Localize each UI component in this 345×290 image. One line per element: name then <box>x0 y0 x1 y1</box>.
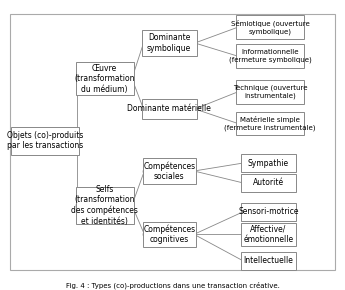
FancyBboxPatch shape <box>142 99 197 119</box>
FancyBboxPatch shape <box>236 15 304 39</box>
Text: Dominante matérielle: Dominante matérielle <box>127 104 211 113</box>
FancyBboxPatch shape <box>236 80 304 104</box>
Text: Dominante
symbolique: Dominante symbolique <box>147 33 191 53</box>
FancyBboxPatch shape <box>241 223 296 246</box>
FancyBboxPatch shape <box>236 44 304 68</box>
FancyBboxPatch shape <box>76 187 134 224</box>
FancyBboxPatch shape <box>241 174 296 192</box>
Text: Œuvre
(transformation
du médium): Œuvre (transformation du médium) <box>75 64 135 94</box>
FancyBboxPatch shape <box>236 112 304 135</box>
Text: Affective/
émotionnelle: Affective/ émotionnelle <box>244 225 294 244</box>
Text: Objets (co)-produits
par les transactions: Objets (co)-produits par les transaction… <box>7 131 83 150</box>
FancyBboxPatch shape <box>11 127 79 155</box>
Text: Compétences
sociales: Compétences sociales <box>143 161 195 181</box>
FancyBboxPatch shape <box>76 62 134 95</box>
FancyBboxPatch shape <box>143 158 196 184</box>
Text: Compétences
cognitives: Compétences cognitives <box>143 224 195 244</box>
Text: Sémiotique (ouverture
symbolique): Sémiotique (ouverture symbolique) <box>231 20 309 35</box>
Text: Selfs
(transformation
des compétences
et identités): Selfs (transformation des compétences et… <box>71 185 138 226</box>
Text: Technique (ouverture
instrumentale): Technique (ouverture instrumentale) <box>233 85 307 99</box>
Text: Sympathie: Sympathie <box>248 159 289 168</box>
Text: Matérielle simple
(fermeture instrumentale): Matérielle simple (fermeture instrumenta… <box>225 116 316 131</box>
Text: Informationnelle
(fermeture symbolique): Informationnelle (fermeture symbolique) <box>229 50 312 63</box>
FancyBboxPatch shape <box>241 154 296 172</box>
FancyBboxPatch shape <box>241 252 296 270</box>
FancyBboxPatch shape <box>142 30 197 56</box>
Text: Sensori-motrice: Sensori-motrice <box>238 207 299 216</box>
FancyBboxPatch shape <box>143 222 196 247</box>
Text: Intellectuelle: Intellectuelle <box>244 256 294 265</box>
FancyBboxPatch shape <box>241 203 296 221</box>
Text: Fig. 4 : Types (co)-productions dans une transaction créative.: Fig. 4 : Types (co)-productions dans une… <box>66 281 279 289</box>
Text: Autorité: Autorité <box>253 178 284 187</box>
